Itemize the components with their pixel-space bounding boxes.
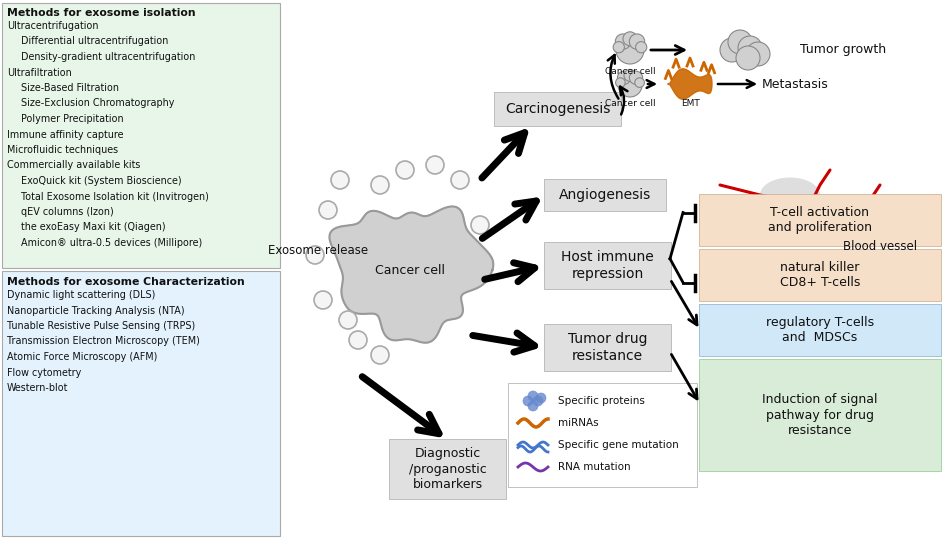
FancyBboxPatch shape [544,324,671,371]
Text: Angiogenesis: Angiogenesis [559,188,651,202]
Circle shape [371,176,389,194]
Text: Methods for exosome isolation: Methods for exosome isolation [7,8,196,18]
Circle shape [523,396,533,406]
FancyBboxPatch shape [508,383,697,487]
Text: RNA mutation: RNA mutation [558,462,631,472]
Text: Commercially available kits: Commercially available kits [7,160,141,171]
Text: Total Exosome Isolation kit (Invitrogen): Total Exosome Isolation kit (Invitrogen) [21,192,209,201]
Circle shape [339,311,357,329]
Text: Size-Exclusion Chromatography: Size-Exclusion Chromatography [21,98,174,109]
Text: Polymer Precipitation: Polymer Precipitation [21,114,124,124]
Text: Metastasis: Metastasis [762,78,828,91]
Circle shape [314,291,332,309]
FancyBboxPatch shape [699,249,941,301]
Circle shape [736,46,760,70]
Text: the exoEasy Maxi kit (Qiagen): the exoEasy Maxi kit (Qiagen) [21,222,165,233]
FancyBboxPatch shape [494,92,621,126]
Circle shape [746,42,770,66]
Text: Cancer cell: Cancer cell [605,67,655,76]
Circle shape [306,246,324,264]
FancyBboxPatch shape [699,304,941,356]
Text: Nanoparticle Tracking Analysis (NTA): Nanoparticle Tracking Analysis (NTA) [7,306,184,315]
Text: Blood vessel: Blood vessel [843,240,917,253]
Bar [2,3,280,268]
Text: Tumor growth: Tumor growth [800,44,886,57]
Circle shape [349,331,367,349]
Circle shape [319,201,337,219]
Circle shape [728,30,752,54]
Text: Cancer cell: Cancer cell [605,99,655,108]
FancyBboxPatch shape [544,242,671,289]
Circle shape [331,171,349,189]
FancyBboxPatch shape [544,179,666,211]
Text: Ultrafiltration: Ultrafiltration [7,68,71,78]
Text: Exosome release: Exosome release [268,244,368,256]
Text: Specific proteins: Specific proteins [558,396,645,406]
Circle shape [613,42,625,53]
Text: Carcinogenesis: Carcinogenesis [505,102,611,116]
Circle shape [624,70,636,82]
Text: T-cell activation
and proliferation: T-cell activation and proliferation [768,206,872,234]
Text: Density-gradient ultracentrifugation: Density-gradient ultracentrifugation [21,52,195,62]
Circle shape [618,73,642,97]
Text: Ultracentrifugation: Ultracentrifugation [7,21,99,31]
Polygon shape [329,206,494,343]
Text: Amicon® ultra-0.5 devices (Millipore): Amicon® ultra-0.5 devices (Millipore) [21,238,203,248]
Text: Induction of signal
pathway for drug
resistance: Induction of signal pathway for drug res… [763,394,878,436]
Bar [2,271,280,536]
Circle shape [396,161,414,179]
Text: Tumor drug
resistance: Tumor drug resistance [568,333,648,362]
Text: Transmission Electron Microscopy (TEM): Transmission Electron Microscopy (TEM) [7,336,200,347]
Text: Cancer cell: Cancer cell [375,264,445,276]
Text: natural killer
CD8+ T-cells: natural killer CD8+ T-cells [780,261,861,289]
Circle shape [635,42,647,53]
Polygon shape [668,69,712,99]
FancyBboxPatch shape [699,194,941,246]
Circle shape [528,401,538,411]
Text: Diagnostic
/proganostic
biomarkers: Diagnostic /proganostic biomarkers [409,448,486,490]
Text: regulatory T-cells
and  MDSCs: regulatory T-cells and MDSCs [766,316,874,344]
Circle shape [720,38,744,62]
Circle shape [471,216,489,234]
Text: Immune affinity capture: Immune affinity capture [7,130,124,139]
Circle shape [528,391,538,401]
Circle shape [616,36,644,64]
Circle shape [615,78,625,87]
Text: Dynamic light scattering (DLS): Dynamic light scattering (DLS) [7,290,155,300]
Circle shape [536,393,546,403]
Circle shape [635,78,645,87]
Text: Microfluidic techniques: Microfluidic techniques [7,145,118,155]
Text: Methods for exosome Characterization: Methods for exosome Characterization [7,277,244,287]
Text: ExoQuick kit (System Bioscience): ExoQuick kit (System Bioscience) [21,176,182,186]
Text: Western-blot: Western-blot [7,383,68,393]
Text: Atomic Force Microscopy (AFM): Atomic Force Microscopy (AFM) [7,352,157,362]
Text: Tunable Resistive Pulse Sensing (TRPS): Tunable Resistive Pulse Sensing (TRPS) [7,321,195,331]
Circle shape [426,156,444,174]
FancyBboxPatch shape [699,359,941,471]
Text: Differential ultracentrifugation: Differential ultracentrifugation [21,37,168,46]
Circle shape [533,396,543,406]
Ellipse shape [760,178,820,213]
Text: qEV columns (Izon): qEV columns (Izon) [21,207,114,217]
Circle shape [617,71,631,84]
Text: Host immune
repression: Host immune repression [561,251,654,281]
Text: EMT: EMT [681,99,699,108]
Text: Specific gene mutation: Specific gene mutation [558,440,679,450]
Text: Flow cytometry: Flow cytometry [7,368,82,377]
Circle shape [615,34,631,49]
Circle shape [451,171,469,189]
Circle shape [738,36,762,60]
Circle shape [371,346,389,364]
Text: Size-Based Filtration: Size-Based Filtration [21,83,119,93]
Circle shape [630,34,645,49]
Text: miRNAs: miRNAs [558,418,598,428]
Circle shape [630,71,643,84]
FancyBboxPatch shape [389,439,506,499]
Circle shape [623,32,637,46]
